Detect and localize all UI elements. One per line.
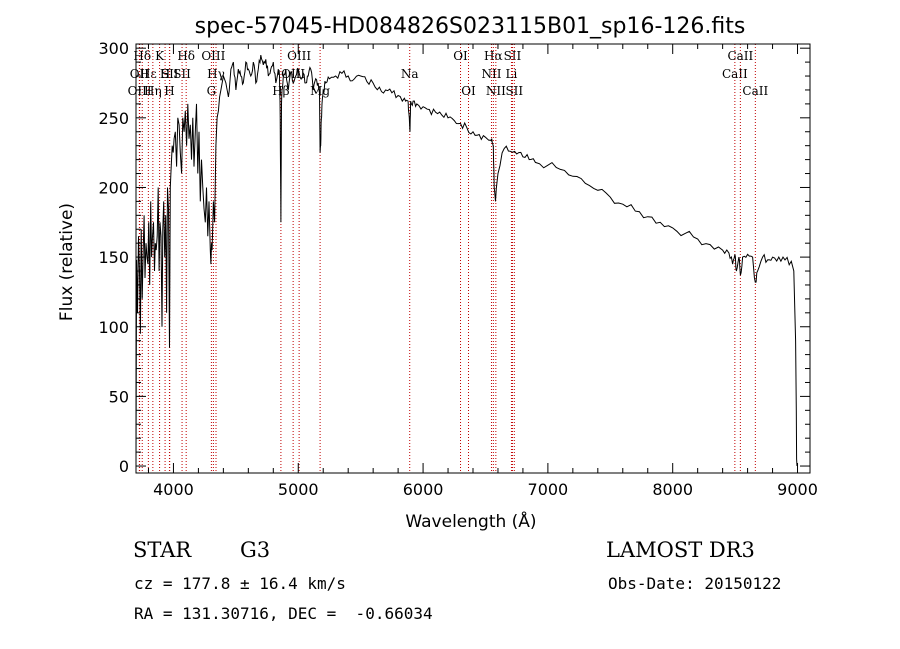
spectral-line-label: K xyxy=(155,49,165,63)
spectral-line-label: CaII xyxy=(722,67,748,81)
spectral-line-label: H xyxy=(160,67,170,81)
spectral-line-label: H xyxy=(164,84,174,98)
x-tick-label: 6000 xyxy=(403,480,444,499)
x-tick-label: 9000 xyxy=(777,480,818,499)
y-tick-label: 200 xyxy=(98,178,129,197)
y-tick-label: 150 xyxy=(98,248,129,267)
plot-frame xyxy=(135,43,811,474)
spectral-line-label: Na xyxy=(401,67,419,81)
spectral-line-label: NII xyxy=(486,84,506,98)
spectral-line-label: Hε xyxy=(140,67,157,81)
spectral-line-label: OIII xyxy=(201,49,225,63)
spectral-line-label: Hβ xyxy=(272,84,289,98)
spectral-line-label: CaII xyxy=(742,84,768,98)
spectrum-series-line xyxy=(135,55,798,467)
spectral-line-label: SII xyxy=(504,49,522,63)
spectral-line-label: SII xyxy=(505,84,523,98)
x-tick-label: 8000 xyxy=(652,480,693,499)
x-tick-label: 4000 xyxy=(153,480,194,499)
spectral-line-label: OI xyxy=(461,84,476,98)
object-subclass: G3 xyxy=(240,538,271,562)
spectral-line-label: NII xyxy=(481,67,501,81)
spectral-line-label: Hα xyxy=(484,49,503,63)
survey-name: LAMOST DR3 xyxy=(606,538,755,562)
spectral-line-label: Mg xyxy=(310,84,330,98)
chart-title: spec-57045-HD084826S023115B01_sp16-126.f… xyxy=(195,14,746,39)
spectral-line-label: OI xyxy=(453,49,468,63)
spectral-line-label: SII xyxy=(173,67,191,81)
object-type: STAR xyxy=(133,538,192,562)
redshift-velocity: cz = 177.8 ± 16.4 km/s xyxy=(134,574,346,593)
y-tick-label: 0 xyxy=(119,457,129,476)
spectral-line-label: OIII xyxy=(287,49,311,63)
y-tick-label: 250 xyxy=(98,109,129,128)
coordinates: RA = 131.30716, DEC = -0.66034 xyxy=(134,604,433,623)
x-tick-label: 5000 xyxy=(278,480,319,499)
observation-date: Obs-Date: 20150122 xyxy=(608,574,782,593)
spectral-line-label: OIII xyxy=(128,84,152,98)
spectral-line-label: G xyxy=(207,84,217,98)
y-tick-label: 300 xyxy=(98,39,129,58)
spectral-line-label: Hη xyxy=(144,84,162,98)
y-axis-label: Flux (relative) xyxy=(57,203,77,321)
x-axis-label: Wavelength (Å) xyxy=(405,510,536,532)
y-tick-label: 100 xyxy=(98,318,129,337)
spectral-line-label: Li xyxy=(506,67,518,81)
y-tick-label: 50 xyxy=(109,387,129,406)
spectral-line-label: Hδ xyxy=(177,49,195,63)
spectral-line-label: Hδ xyxy=(133,49,151,63)
spectral-line-label: SII xyxy=(161,67,179,81)
spectral-line-label: OIII xyxy=(281,67,305,81)
x-tick-label: 7000 xyxy=(528,480,569,499)
spectral-line-label: Hγ xyxy=(207,67,225,81)
spectral-line-label: CaII xyxy=(727,49,753,63)
